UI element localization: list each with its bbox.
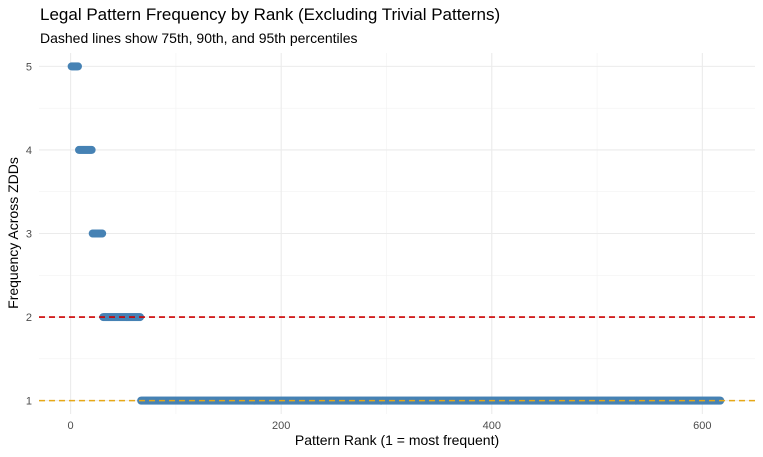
y-axis-ticks: 1 2 3 4 5 bbox=[26, 61, 32, 407]
y-tick-label: 2 bbox=[26, 312, 32, 324]
y-tick-label: 5 bbox=[26, 61, 32, 73]
x-tick-label: 400 bbox=[483, 420, 501, 432]
y-axis-title: Frequency Across ZDDs bbox=[5, 157, 21, 309]
chart-title: Legal Pattern Frequency by Rank (Excludi… bbox=[40, 5, 500, 24]
x-tick-label: 600 bbox=[693, 420, 711, 432]
x-tick-label: 0 bbox=[68, 420, 74, 432]
x-tick-label: 200 bbox=[272, 420, 290, 432]
data-point bbox=[87, 145, 96, 154]
major-gridlines bbox=[39, 53, 755, 414]
data-point bbox=[73, 62, 82, 71]
chart-subtitle: Dashed lines show 75th, 90th, and 95th p… bbox=[40, 30, 358, 46]
x-axis-title: Pattern Rank (1 = most frequent) bbox=[295, 432, 499, 448]
y-tick-label: 1 bbox=[26, 396, 32, 408]
x-axis-ticks: 0 200 400 600 bbox=[68, 420, 712, 432]
y-tick-label: 3 bbox=[26, 229, 32, 241]
y-tick-label: 4 bbox=[26, 145, 32, 157]
data-point bbox=[98, 229, 107, 238]
minor-gridlines bbox=[39, 53, 755, 414]
